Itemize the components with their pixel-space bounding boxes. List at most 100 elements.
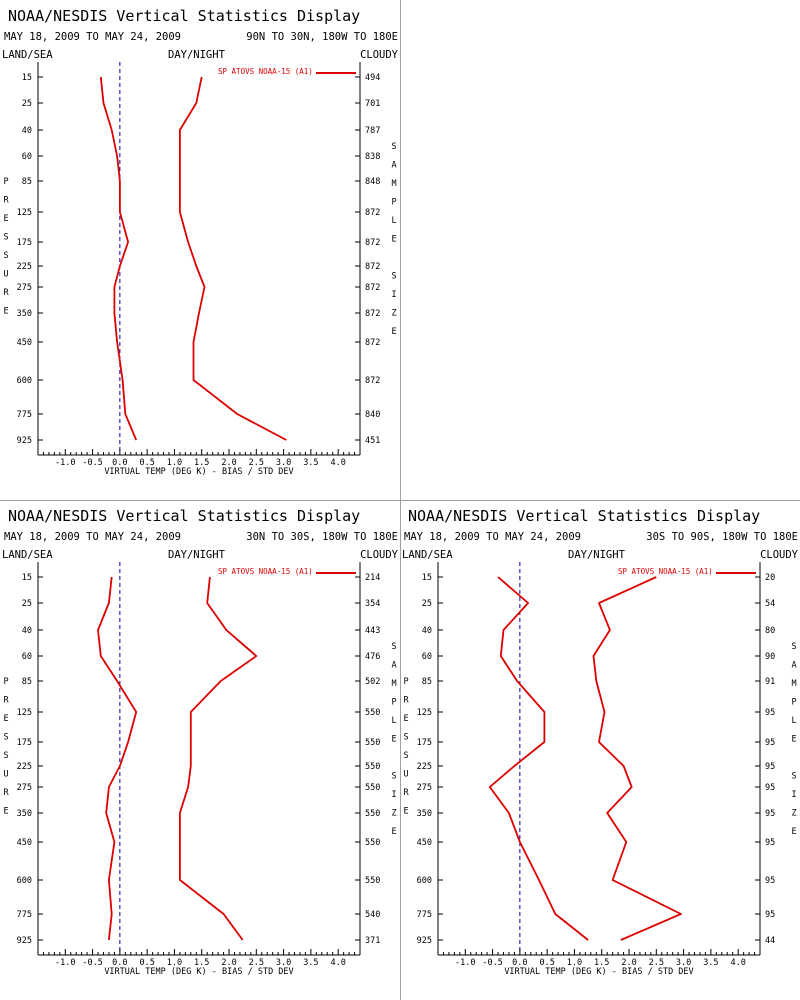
sample-size-axis-letter: P	[391, 698, 396, 708]
sample-size-label: 494	[365, 73, 380, 83]
x-tick-label: 2.5	[649, 958, 664, 968]
sample-size-label: 872	[365, 283, 380, 293]
pressure-level-label: 275	[417, 783, 432, 793]
pressure-level-label: 60	[422, 652, 432, 662]
empty-panel	[400, 0, 800, 500]
cloudy-label: CLOUDY	[360, 49, 399, 61]
sample-size-label: 54	[765, 599, 775, 609]
sample-size-label: 95	[765, 809, 775, 819]
pressure-axis-letter: S	[3, 733, 8, 743]
pressure-level-label: 85	[22, 177, 32, 187]
x-tick-label: 4.0	[330, 958, 345, 968]
x-tick-label: 0.5	[139, 458, 154, 468]
chart-title: NOAA/NESDIS Vertical Statistics Display	[408, 507, 760, 525]
chart-panel-90n-30n: NOAA/NESDIS Vertical Statistics Display M…	[0, 0, 400, 500]
x-tick-label: 1.0	[167, 958, 182, 968]
pressure-level-label: 25	[422, 599, 432, 609]
pressure-axis-letter: R	[3, 288, 9, 298]
pressure-level-label: 40	[422, 626, 432, 636]
x-axis-label: VIRTUAL TEMP (DEG K) - BIAS / STD DEV	[504, 967, 693, 977]
x-tick-label: 0.5	[539, 958, 554, 968]
sample-size-axis-letter: E	[791, 735, 796, 745]
pressure-level-label: 175	[417, 738, 432, 748]
pressure-level-label: 600	[17, 876, 32, 886]
pressure-level-label: 175	[17, 738, 32, 748]
sample-size-label: 354	[365, 599, 380, 609]
pressure-level-label: 450	[417, 838, 432, 848]
x-tick-label: 1.0	[567, 958, 582, 968]
day-night-label: DAY/NIGHT	[168, 549, 226, 561]
pressure-axis-letter: S	[3, 233, 8, 243]
sample-size-label: 95	[765, 838, 775, 848]
sample-size-label: 550	[365, 783, 380, 793]
sample-size-axis-letter: L	[391, 716, 396, 726]
sample-size-label: 787	[365, 126, 380, 136]
chart-svg: NOAA/NESDIS Vertical Statistics Display M…	[2, 7, 399, 477]
pressure-level-label: 60	[22, 152, 32, 162]
pressure-level-label: 775	[417, 910, 432, 920]
x-tick-label: 2.5	[249, 458, 264, 468]
pressure-axis-letter: P	[3, 177, 8, 187]
pressure-level-label: 600	[417, 876, 432, 886]
day-night-label: DAY/NIGHT	[568, 549, 626, 561]
pressure-level-label: 450	[17, 338, 32, 348]
sample-size-axis-letter: Z	[791, 809, 796, 819]
sample-size-label: 872	[365, 262, 380, 272]
chart-title: NOAA/NESDIS Vertical Statistics Display	[8, 7, 360, 25]
pressure-axis-letter: E	[3, 807, 8, 817]
sample-size-label: 91	[765, 677, 775, 687]
sample-size-axis-letter: L	[391, 216, 396, 226]
x-tick-label: 1.5	[194, 958, 209, 968]
region-label: 90N TO 30N, 180W TO 180E	[246, 31, 398, 43]
cloudy-label: CLOUDY	[760, 549, 799, 561]
pressure-axis-letter: R	[403, 788, 409, 798]
x-tick-label: 0.0	[112, 458, 127, 468]
pressure-axis-letter: U	[3, 770, 8, 780]
sample-size-label: 872	[365, 338, 380, 348]
x-tick-label: 0.0	[112, 958, 127, 968]
sample-size-label: 371	[365, 936, 380, 946]
x-tick-label: 3.5	[303, 958, 318, 968]
sample-size-label: 550	[365, 762, 380, 772]
sample-size-axis-letter: S	[391, 772, 396, 782]
x-tick-label: 3.0	[276, 958, 291, 968]
pressure-level-label: 125	[417, 708, 432, 718]
pressure-level-label: 600	[17, 376, 32, 386]
cloudy-label: CLOUDY	[360, 549, 399, 561]
sample-size-axis-letter: Z	[391, 809, 396, 819]
pressure-level-label: 60	[22, 652, 32, 662]
pressure-level-label: 40	[22, 626, 32, 636]
sample-size-label: 44	[765, 936, 775, 946]
pressure-level-label: 25	[22, 599, 32, 609]
x-tick-label: 2.0	[221, 458, 236, 468]
sample-size-label: 451	[365, 436, 380, 446]
pressure-axis-letter: S	[3, 251, 8, 261]
pressure-axis-letter: E	[3, 307, 8, 317]
pressure-level-label: 225	[17, 262, 32, 272]
x-tick-label: -0.5	[82, 958, 102, 968]
sample-size-label: 872	[365, 238, 380, 248]
sample-size-label: 701	[365, 99, 380, 109]
sample-size-axis-letter: I	[791, 790, 796, 800]
x-tick-label: 2.0	[221, 958, 236, 968]
x-tick-label: 3.5	[703, 958, 718, 968]
pressure-level-label: 85	[22, 677, 32, 687]
sample-size-label: 848	[365, 177, 380, 187]
x-tick-label: 0.5	[139, 958, 154, 968]
legend-label: SP ATOVS NOAA-15 (A1)	[618, 567, 713, 576]
pressure-axis-letter: E	[3, 714, 8, 724]
land-sea-label: LAND/SEA	[2, 549, 53, 561]
x-tick-label: -1.0	[55, 958, 75, 968]
chart-svg: NOAA/NESDIS Vertical Statistics Display M…	[2, 507, 399, 977]
sample-size-axis-letter: E	[391, 327, 396, 337]
sample-size-label: 838	[365, 152, 380, 162]
sample-size-axis-letter: S	[791, 772, 796, 782]
pressure-level-label: 225	[17, 762, 32, 772]
pressure-level-label: 15	[22, 73, 32, 83]
x-axis-label: VIRTUAL TEMP (DEG K) - BIAS / STD DEV	[104, 467, 293, 477]
x-tick-label: -1.0	[55, 458, 75, 468]
pressure-level-label: 350	[17, 309, 32, 319]
x-axis-label: VIRTUAL TEMP (DEG K) - BIAS / STD DEV	[104, 967, 293, 977]
date-range: MAY 18, 2009 TO MAY 24, 2009	[4, 531, 181, 543]
pressure-axis-letter: P	[403, 677, 408, 687]
